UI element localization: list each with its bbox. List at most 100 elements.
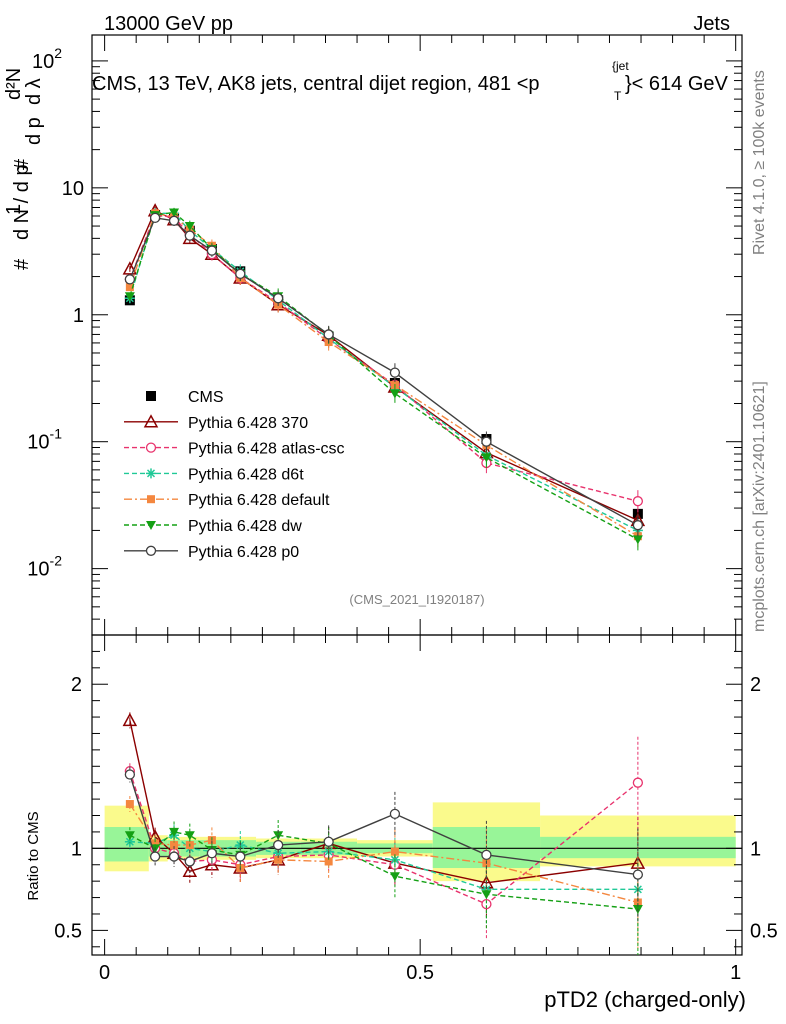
ratio-point-pythia-6-428-d6t-stroke: [125, 837, 134, 846]
plot-title-end: }< 614 GeV: [625, 73, 729, 95]
ratio-y-tick-label-right: 0.5: [750, 920, 778, 942]
ratio-y-tick-label-right: 1: [750, 838, 761, 860]
plot-title-main: CMS, 13 TeV, AK8 jets, central dijet reg…: [92, 73, 540, 95]
ratio-point-pythia-6-428-dw: [124, 831, 135, 841]
svg-text:1: 1: [3, 204, 25, 215]
main-y-tick-label: 10-1: [27, 426, 62, 454]
analysis-label: (CMS_2021_I1920187): [349, 592, 484, 607]
svg-text:#: #: [11, 158, 33, 170]
legend-label-pythia-6-428-default: Pythia 6.428 default: [188, 492, 330, 509]
main-point-pythia-6-428-dw: [184, 222, 195, 232]
main-point-pythia-6-428-dw: [389, 389, 400, 399]
x-tick-label: 1: [730, 962, 741, 984]
ratio-point-pythia-6-428-default: [633, 898, 642, 907]
svg-text:d p: d p: [23, 117, 45, 145]
main-point-pythia-6-428-p0: [481, 436, 492, 447]
ratio-point-pythia-6-428-dw: [481, 890, 492, 900]
legend-label-pythia-6-428-atlas-csc: Pythia 6.428 atlas-csc: [188, 441, 345, 458]
ratio-point-pythia-6-428-p0: [184, 856, 195, 867]
ratio-point-pythia-6-428-p0: [124, 769, 136, 780]
legend: CMS Pythia 6.428 370 Pythia 6.428 atlas-cs…: [124, 389, 345, 561]
main-line-pythia-6-428-default: [129, 212, 639, 537]
plot-title: CMS, 13 TeV, AK8 jets, central dijet reg…: [92, 59, 729, 103]
ratio-point-pythia-6-428-370: [122, 712, 138, 727]
plot-title-sub: T: [614, 89, 622, 103]
main-point-pythia-6-428-p0: [124, 274, 136, 285]
rivet-label: Rivet 4.1.0, ≥ 100k events: [751, 70, 768, 255]
ratio-point-pythia-6-428-p0: [323, 836, 334, 847]
ratio-y-axis-label: Ratio to CMS: [25, 811, 42, 900]
main-point-pythia-6-428-p0: [184, 230, 195, 241]
svg-text:d²N: d²N: [3, 68, 25, 100]
ratio-point-pythia-6-428-p0: [632, 869, 644, 880]
ratio-y-tick-label: 1: [71, 838, 82, 860]
ratio-point-pythia-6-428-default: [390, 847, 399, 856]
ratio-line-pythia-6-428-dw: [129, 831, 638, 910]
main-point-pythia-6-428-dw: [169, 208, 180, 218]
jets-label: Jets: [693, 13, 730, 35]
ratio-point-pythia-6-428-dw: [389, 872, 400, 882]
ratio-point-pythia-6-428-p0: [481, 849, 492, 861]
legend-marker-pythia-6-428-atlas-csc: [145, 442, 157, 453]
ratio-y-tick-label: 0.5: [54, 920, 82, 942]
ratio-point-pythia-6-428-default: [170, 841, 179, 850]
ratio-point-pythia-6-428-default: [151, 839, 160, 848]
main-y-tick-label: 1: [73, 305, 84, 327]
ratio-point-pythia-6-428-dw: [169, 827, 180, 837]
svg-text:d λ: d λ: [23, 78, 45, 105]
main-line-pythia-6-428-atlas-csc: [129, 213, 639, 502]
main-point-pythia-6-428-atlas-csc: [632, 496, 644, 507]
main-point-pythia-6-428-p0: [273, 293, 284, 304]
legend-label-pythia-6-428-d6t: Pythia 6.428 d6t: [188, 466, 304, 483]
main-point-pythia-6-428-p0: [632, 520, 644, 531]
legend-marker-pythia-6-428-370: [143, 414, 159, 428]
main-y-tick-label: 102: [32, 45, 62, 73]
ratio-point-pythia-6-428-p0: [149, 851, 161, 862]
main-point-pythia-6-428-p0: [323, 329, 334, 340]
main-point-pythia-6-428-dw: [124, 292, 135, 302]
ratio-line-pythia-6-428-d6t: [129, 834, 638, 891]
ratio-point-pythia-6-428-p0: [389, 808, 401, 820]
main-y-tick-label: 10-2: [27, 553, 62, 581]
main-point-pythia-6-428-dw: [632, 535, 643, 545]
ratio-panel: 0 0.5 1 0.5 0.5 1 1 2 2: [54, 634, 778, 984]
energy-label: 13000 GeV pp: [104, 13, 233, 35]
main-point-pythia-6-428-p0: [206, 245, 218, 256]
ratio-point-pythia-6-428-p0: [206, 848, 218, 859]
main-point-pythia-6-428-370: [122, 261, 138, 275]
ratio-point-pythia-6-428-default: [324, 857, 333, 866]
svg-text:#: #: [11, 258, 33, 270]
ratio-point-pythia-6-428-atlas-csc: [632, 777, 644, 788]
ratio-y-tick-label: 2: [71, 674, 82, 696]
x-tick-label: 0.5: [406, 962, 434, 984]
legend-label-pythia-6-428-370: Pythia 6.428 370: [188, 415, 308, 432]
legend-label-cms: CMS: [188, 389, 224, 406]
x-tick-label: 0: [99, 962, 110, 984]
ratio-point-pythia-6-428-p0: [273, 839, 284, 851]
ratio-point-pythia-6-428-p0: [235, 851, 246, 862]
legend-marker-cms: [146, 391, 156, 401]
ratio-point-pythia-6-428-dw: [184, 831, 195, 841]
ratio-point-pythia-6-428-default: [274, 855, 283, 864]
main-y-tick-label: 10: [62, 178, 84, 200]
legend-label-pythia-6-428-p0: Pythia 6.428 p0: [188, 544, 299, 561]
plot-title-sup: {jet: [612, 59, 629, 73]
main-point-pythia-6-428-dw: [481, 453, 492, 463]
ratio-point-pythia-6-428-default: [125, 800, 134, 809]
main-point-pythia-6-428-p0: [168, 215, 180, 226]
svg-text:d N / d p: d N / d p: [11, 164, 33, 240]
ratio-point-pythia-6-428-370: [182, 863, 198, 878]
main-point-pythia-6-428-p0: [149, 212, 161, 224]
legend-marker-pythia-6-428-p0: [145, 545, 157, 556]
legend-label-pythia-6-428-dw: Pythia 6.428 dw: [188, 518, 302, 535]
ratio-line-pythia-6-428-default: [129, 803, 639, 904]
legend-marker-pythia-6-428-dw: [146, 521, 156, 530]
ratio-point-pythia-6-428-d6t-stroke: [274, 849, 283, 858]
legend-marker-pythia-6-428-d6t-stroke: [146, 469, 156, 478]
main-y-axis-label: # d N / d p 1 d p d λ d²N #: [3, 68, 45, 270]
ratio-frame: [91, 634, 743, 956]
ratio-y-tick-label-right: 2: [750, 674, 761, 696]
main-panel: 10-2 10-1 1 10 102: [27, 34, 743, 636]
legend-marker-pythia-6-428-d6t: [146, 468, 156, 479]
